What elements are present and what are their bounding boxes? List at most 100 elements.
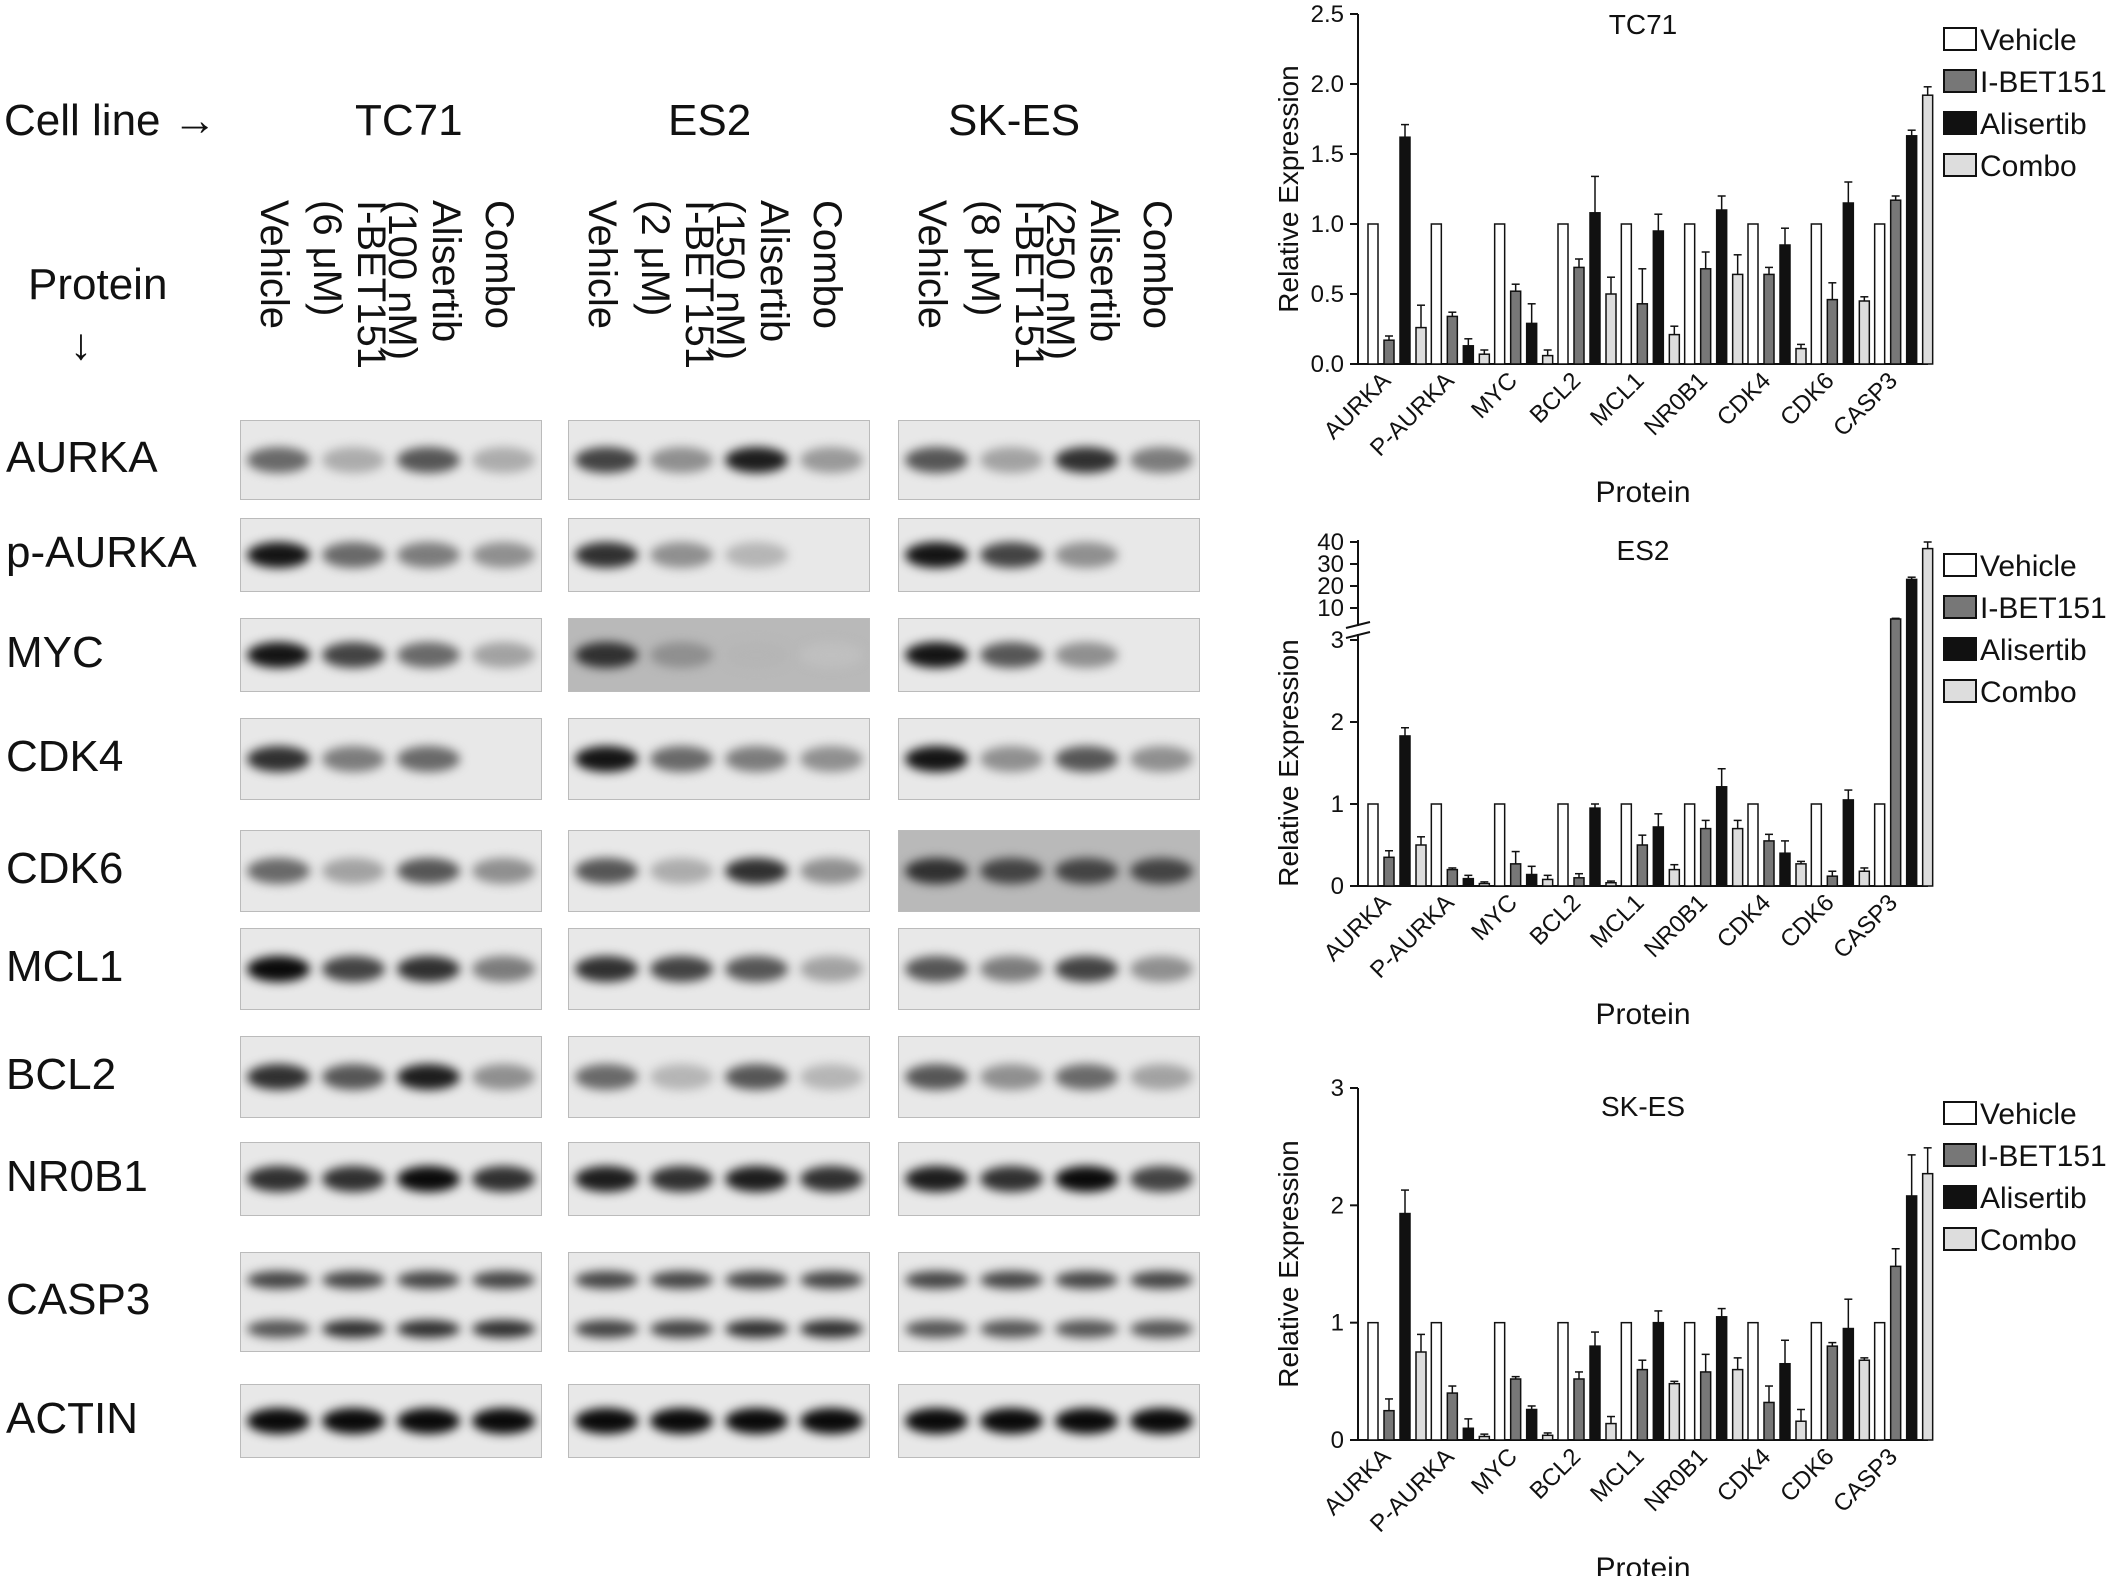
band [650,1319,713,1338]
legend-swatch-combo [1943,679,1977,703]
x-tick-label: CDK4 [1712,889,1776,953]
band [1130,1319,1193,1338]
bar-combo-cdk4 [1795,863,1807,887]
band [725,642,788,668]
band [800,956,863,982]
legend-swatch-vehicle [1943,1101,1977,1125]
bar-i-bet151-myc [1509,863,1522,887]
band [472,858,535,884]
band [575,956,638,982]
bar-i-bet151-aurka [1383,1409,1395,1441]
bar-combo-casp3 [1921,547,1934,887]
blot-myc-tc71 [240,618,542,692]
band [397,1408,460,1434]
x-axis-label: Protein [1595,1552,1690,1576]
x-tick-label: NR0B1 [1639,1443,1713,1517]
band [575,642,638,668]
bar-i-bet151-mcl1 [1636,844,1649,887]
y-axis-label: Relative Expression [1273,639,1304,886]
bar-vehicle-casp3 [1873,223,1886,365]
bar-i-bet151-nr0b1 [1699,827,1712,887]
band [247,746,310,772]
protein-label-aurka: AURKA [6,433,158,482]
band [980,956,1043,982]
bar-vehicle-p-aurka [1430,223,1443,365]
band [575,542,638,568]
band [905,1166,968,1192]
bar-i-bet151-cdk4 [1763,273,1775,365]
axis-break-gap [1346,626,1370,634]
bar-i-bet151-casp3 [1889,1265,1902,1441]
bar-vehicle-aurka [1367,803,1379,887]
bar-combo-bcl2 [1605,1422,1617,1441]
band [725,542,788,568]
blot-actin-sk-es [898,1384,1200,1458]
y-tick-label: 0 [1331,873,1344,900]
x-tick-label: CDK4 [1712,1443,1776,1507]
bar-vehicle-nr0b1 [1683,1321,1696,1441]
band [247,1408,310,1434]
y-tick-label: 30 [1317,551,1344,578]
bar-i-bet151-aurka [1383,339,1395,365]
y-tick-label: 2 [1331,709,1344,736]
band [322,642,385,668]
band [322,542,385,568]
band [1130,956,1193,982]
bar-i-bet151-cdk6 [1826,875,1839,887]
bar-combo-mcl1 [1668,333,1681,365]
band [247,956,310,982]
bar-alisertib-aurka [1399,735,1411,887]
bar-i-bet151-aurka [1383,856,1395,887]
band [905,1319,968,1338]
band [322,746,385,772]
legend-swatch-alisertib [1943,637,1977,661]
blot-mcl1-es2 [568,928,870,1010]
legend-swatch-i-bet151 [1943,595,1977,619]
protein-label-casp3: CASP3 [6,1275,151,1324]
blot-cdk6-es2 [568,830,870,912]
band [980,642,1043,668]
bar-vehicle-bcl2 [1557,1321,1569,1441]
band [575,746,638,772]
band [322,1319,385,1338]
x-tick-label: NR0B1 [1639,367,1713,441]
blot-cdk4-sk-es [898,718,1200,800]
band [800,1270,863,1289]
bar-vehicle-aurka [1367,1321,1379,1441]
bar-i-bet151-p-aurka [1446,868,1459,887]
blot-myc-sk-es [898,618,1200,692]
bar-combo-mcl1 [1668,1382,1681,1441]
band [1130,746,1193,772]
x-tick-label: NR0B1 [1639,889,1713,963]
band [800,1064,863,1090]
band [905,642,968,668]
y-tick-label: 20 [1317,573,1344,600]
x-tick-label: BCL2 [1525,889,1587,951]
y-tick-label: 40 [1317,529,1344,556]
band [1055,1064,1118,1090]
band [1055,447,1118,473]
band [650,642,713,668]
band [1055,642,1118,668]
bar-alisertib-p-aurka [1462,1427,1475,1441]
protein-label-actin: ACTIN [6,1394,138,1443]
band [472,1408,535,1434]
band [247,447,310,473]
band [725,1166,788,1192]
bar-alisertib-nr0b1 [1715,209,1728,365]
bar-combo-bcl2 [1605,293,1617,365]
bar-combo-aurka [1415,1351,1427,1441]
x-tick-label: CASP3 [1828,367,1903,442]
band [905,542,968,568]
legend-label-i-bet151: I-BET151 [1980,592,2107,625]
band [575,1408,638,1434]
band [575,1166,638,1192]
bar-i-bet151-nr0b1 [1699,268,1712,365]
band [980,1319,1043,1338]
band [472,1166,535,1192]
legend-label-alisertib: Alisertib [1980,1182,2087,1215]
blot-aurka-sk-es [898,420,1200,500]
bar-alisertib-myc [1525,322,1538,365]
band [1055,1166,1118,1192]
